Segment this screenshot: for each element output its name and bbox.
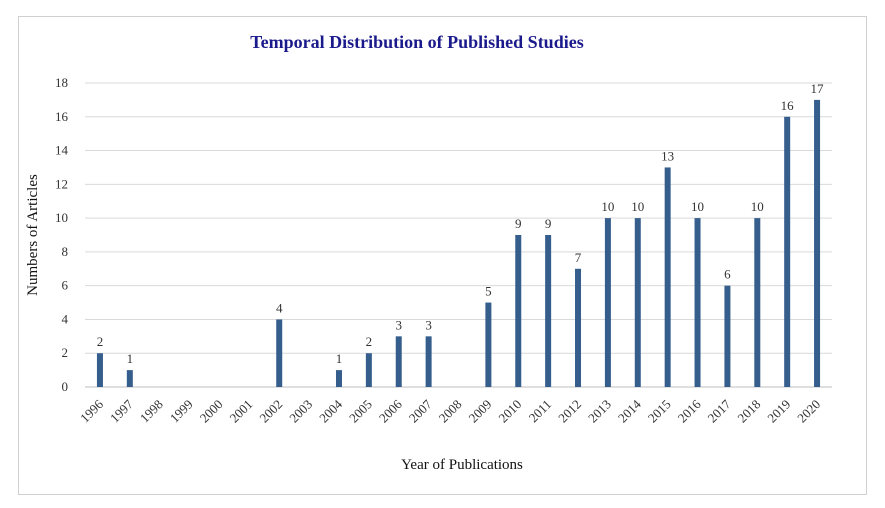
x-tick-label: 2010 xyxy=(495,397,524,426)
data-label: 17 xyxy=(811,81,825,96)
data-label: 13 xyxy=(661,148,674,163)
bar xyxy=(515,235,522,387)
y-tick-label: 14 xyxy=(55,143,69,158)
y-tick-label: 0 xyxy=(62,379,69,394)
data-label: 10 xyxy=(601,199,614,214)
bar xyxy=(604,218,611,387)
gridlines xyxy=(85,82,832,388)
data-label: 4 xyxy=(276,300,283,315)
bar xyxy=(126,370,133,387)
x-tick-label: 2002 xyxy=(256,397,285,426)
data-label: 2 xyxy=(366,334,373,349)
x-tick-label: 2018 xyxy=(734,397,763,426)
data-label: 3 xyxy=(395,317,402,332)
x-tick-label: 2016 xyxy=(675,396,704,425)
bar xyxy=(694,218,701,387)
y-tick-label: 12 xyxy=(55,176,68,191)
x-tick-label: 2009 xyxy=(466,397,495,426)
bar xyxy=(784,116,791,388)
x-tick-label: 1998 xyxy=(137,397,166,426)
x-tick-label: 2005 xyxy=(346,397,375,426)
data-label: 1 xyxy=(336,351,343,366)
data-label: 2 xyxy=(97,334,104,349)
y-tick-label: 8 xyxy=(62,244,69,259)
x-tick-label: 2014 xyxy=(615,396,644,425)
bar xyxy=(814,99,821,387)
data-label: 10 xyxy=(751,199,764,214)
x-tick-label: 2008 xyxy=(436,397,465,426)
x-tick-label: 2000 xyxy=(197,397,226,426)
data-label: 10 xyxy=(691,199,704,214)
bar xyxy=(754,218,761,387)
x-tick-label: 1997 xyxy=(107,396,136,425)
data-label: 7 xyxy=(575,250,582,265)
bar xyxy=(395,336,402,387)
y-tick-label: 10 xyxy=(55,210,68,225)
x-tick-label: 2006 xyxy=(376,396,405,425)
y-tick-label: 2 xyxy=(62,345,69,360)
bar xyxy=(276,319,283,387)
x-tick-label: 2003 xyxy=(286,397,315,426)
x-tick-label: 2019 xyxy=(764,397,793,426)
data-label: 9 xyxy=(515,216,522,231)
chart-title: Temporal Distribution of Published Studi… xyxy=(250,32,583,52)
bar xyxy=(96,353,103,387)
x-tick-label: 2013 xyxy=(585,397,614,426)
x-tick-label: 2020 xyxy=(794,397,823,426)
y-tick-label: 4 xyxy=(62,311,69,326)
chart-frame xyxy=(18,16,867,495)
bar xyxy=(634,218,641,387)
bar xyxy=(335,370,342,387)
data-labels: 2 1 4 1 2 3 3 5 9 9 7 10 10 13 10 6 10 16 17 xyxy=(97,81,824,366)
data-label: 6 xyxy=(724,267,731,282)
bar xyxy=(365,353,372,387)
bar xyxy=(575,268,582,387)
data-label: 10 xyxy=(631,199,644,214)
bar xyxy=(425,336,432,387)
bar xyxy=(724,285,731,387)
bar xyxy=(545,235,552,387)
x-axis-title: Year of Publications xyxy=(401,457,523,473)
data-label: 9 xyxy=(545,216,552,231)
y-tick-label: 18 xyxy=(55,75,68,90)
x-tick-label: 1996 xyxy=(77,396,106,425)
data-label: 3 xyxy=(425,317,432,332)
bars xyxy=(96,99,821,388)
x-tick-label: 2015 xyxy=(645,397,674,426)
y-axis-ticks: 0 2 4 6 8 10 12 14 16 18 xyxy=(55,75,69,394)
x-axis-ticks: 1996 1997 1998 1999 2000 2001 2002 2003 2004 2005… xyxy=(77,396,823,425)
x-tick-label: 2001 xyxy=(226,397,255,426)
bar xyxy=(485,302,492,387)
data-label: 16 xyxy=(781,98,795,113)
data-label: 1 xyxy=(127,351,134,366)
x-tick-label: 1999 xyxy=(167,397,196,426)
y-axis-title: Numbers of Articles xyxy=(25,174,41,296)
x-tick-label: 2012 xyxy=(555,397,584,426)
y-tick-label: 6 xyxy=(62,278,69,293)
x-tick-label: 2004 xyxy=(316,396,345,425)
bar xyxy=(664,167,671,387)
x-tick-label: 2011 xyxy=(526,397,555,426)
x-tick-label: 2017 xyxy=(705,396,734,425)
x-tick-label: 2007 xyxy=(406,396,435,425)
y-tick-label: 16 xyxy=(55,109,69,124)
data-label: 5 xyxy=(485,284,492,299)
